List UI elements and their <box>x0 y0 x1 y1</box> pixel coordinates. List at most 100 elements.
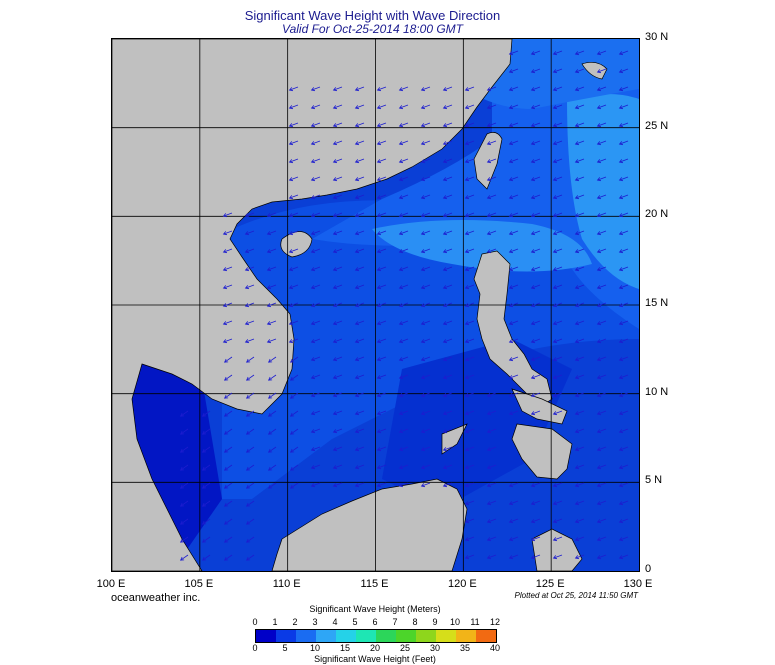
direction-arrow <box>332 338 343 344</box>
direction-arrow <box>376 482 387 488</box>
direction-arrow <box>354 266 365 272</box>
direction-arrow <box>398 284 409 290</box>
direction-arrow <box>201 464 211 471</box>
direction-arrow <box>289 446 299 453</box>
direction-arrow <box>442 158 453 164</box>
direction-arrow <box>596 518 607 524</box>
direction-arrow <box>288 320 299 326</box>
direction-arrow <box>618 122 629 128</box>
direction-arrow <box>486 248 497 254</box>
direction-arrow <box>574 140 585 146</box>
direction-arrow <box>596 248 607 254</box>
legend-meters-tick: 2 <box>292 617 298 627</box>
direction-arrow <box>288 248 299 254</box>
direction-arrow <box>486 536 497 542</box>
direction-arrow <box>596 392 607 398</box>
direction-arrow <box>508 122 519 128</box>
direction-arrow <box>442 356 453 362</box>
longitude-label: 115 E <box>360 578 389 590</box>
direction-arrow <box>596 50 607 56</box>
direction-arrow <box>266 302 277 308</box>
direction-arrow <box>288 338 299 344</box>
direction-arrow <box>288 104 299 110</box>
direction-arrow <box>596 194 607 200</box>
direction-arrow <box>574 500 585 506</box>
direction-arrow <box>201 536 211 543</box>
direction-arrow <box>486 518 497 524</box>
credit-label: oceanweather inc. <box>111 592 201 604</box>
direction-arrow <box>310 320 321 326</box>
direction-arrow <box>508 536 519 542</box>
direction-arrow <box>618 194 629 200</box>
direction-arrow <box>574 230 585 236</box>
direction-arrow <box>552 500 563 506</box>
direction-arrow <box>552 392 563 398</box>
direction-arrow <box>442 482 453 488</box>
land-group <box>112 39 608 571</box>
direction-arrow <box>354 338 365 344</box>
direction-arrow <box>420 248 431 254</box>
direction-arrow <box>442 374 453 380</box>
direction-arrow <box>244 284 255 290</box>
direction-arrow <box>574 536 585 542</box>
direction-arrow <box>332 410 343 416</box>
longitude-label: 125 E <box>535 578 565 590</box>
direction-arrow <box>464 338 475 344</box>
direction-arrow <box>508 482 519 488</box>
direction-arrow <box>618 428 629 434</box>
direction-arrow <box>354 320 365 326</box>
direction-arrow <box>223 464 233 471</box>
direction-arrow <box>442 230 453 236</box>
direction-arrow <box>618 464 629 470</box>
direction-arrow <box>354 212 365 218</box>
direction-arrow <box>508 212 519 218</box>
direction-arrow <box>267 464 277 471</box>
direction-arrow <box>420 194 431 200</box>
direction-arrow <box>332 158 343 164</box>
direction-arrow <box>596 446 607 452</box>
direction-arrow <box>376 338 387 344</box>
direction-arrow <box>376 248 387 254</box>
direction-arrow <box>222 320 233 326</box>
land-palawan <box>441 423 468 455</box>
legend-color-bar <box>255 629 497 643</box>
direction-arrow <box>179 554 189 561</box>
direction-arrow <box>179 536 189 543</box>
direction-arrow <box>596 212 607 218</box>
direction-arrow <box>552 122 563 128</box>
direction-arrow <box>354 104 365 110</box>
direction-arrow <box>618 176 629 182</box>
direction-arrow <box>354 482 365 488</box>
direction-arrow <box>508 266 519 272</box>
legend-meters-tick: 1 <box>272 617 278 627</box>
wave-direction-arrows <box>179 50 629 561</box>
direction-arrow <box>574 86 585 92</box>
direction-arrow <box>420 302 431 308</box>
legend-color-swatch <box>436 630 456 642</box>
legend-feet-tick: 0 <box>252 643 258 653</box>
direction-arrow <box>288 86 299 92</box>
direction-arrow <box>464 536 475 542</box>
direction-arrow <box>596 284 607 290</box>
direction-arrow <box>310 374 321 380</box>
direction-arrow <box>618 482 629 488</box>
direction-arrow <box>574 374 585 380</box>
direction-arrow <box>332 464 343 470</box>
direction-arrow <box>552 230 563 236</box>
direction-arrow <box>618 266 629 272</box>
direction-arrow <box>618 446 629 452</box>
direction-arrow <box>552 356 563 362</box>
plotted-timestamp: Plotted at Oct 25, 2014 11:50 GMT <box>514 591 638 600</box>
direction-arrow <box>398 176 409 182</box>
direction-arrow <box>442 266 453 272</box>
direction-arrow <box>596 356 607 362</box>
direction-arrow <box>310 122 321 128</box>
direction-arrow <box>398 374 409 380</box>
direction-arrow <box>420 356 431 362</box>
direction-arrow <box>223 428 233 435</box>
direction-arrow <box>398 212 409 218</box>
direction-arrow <box>398 248 409 254</box>
direction-arrow <box>618 392 629 398</box>
direction-arrow <box>289 374 299 381</box>
direction-arrow <box>552 140 563 146</box>
